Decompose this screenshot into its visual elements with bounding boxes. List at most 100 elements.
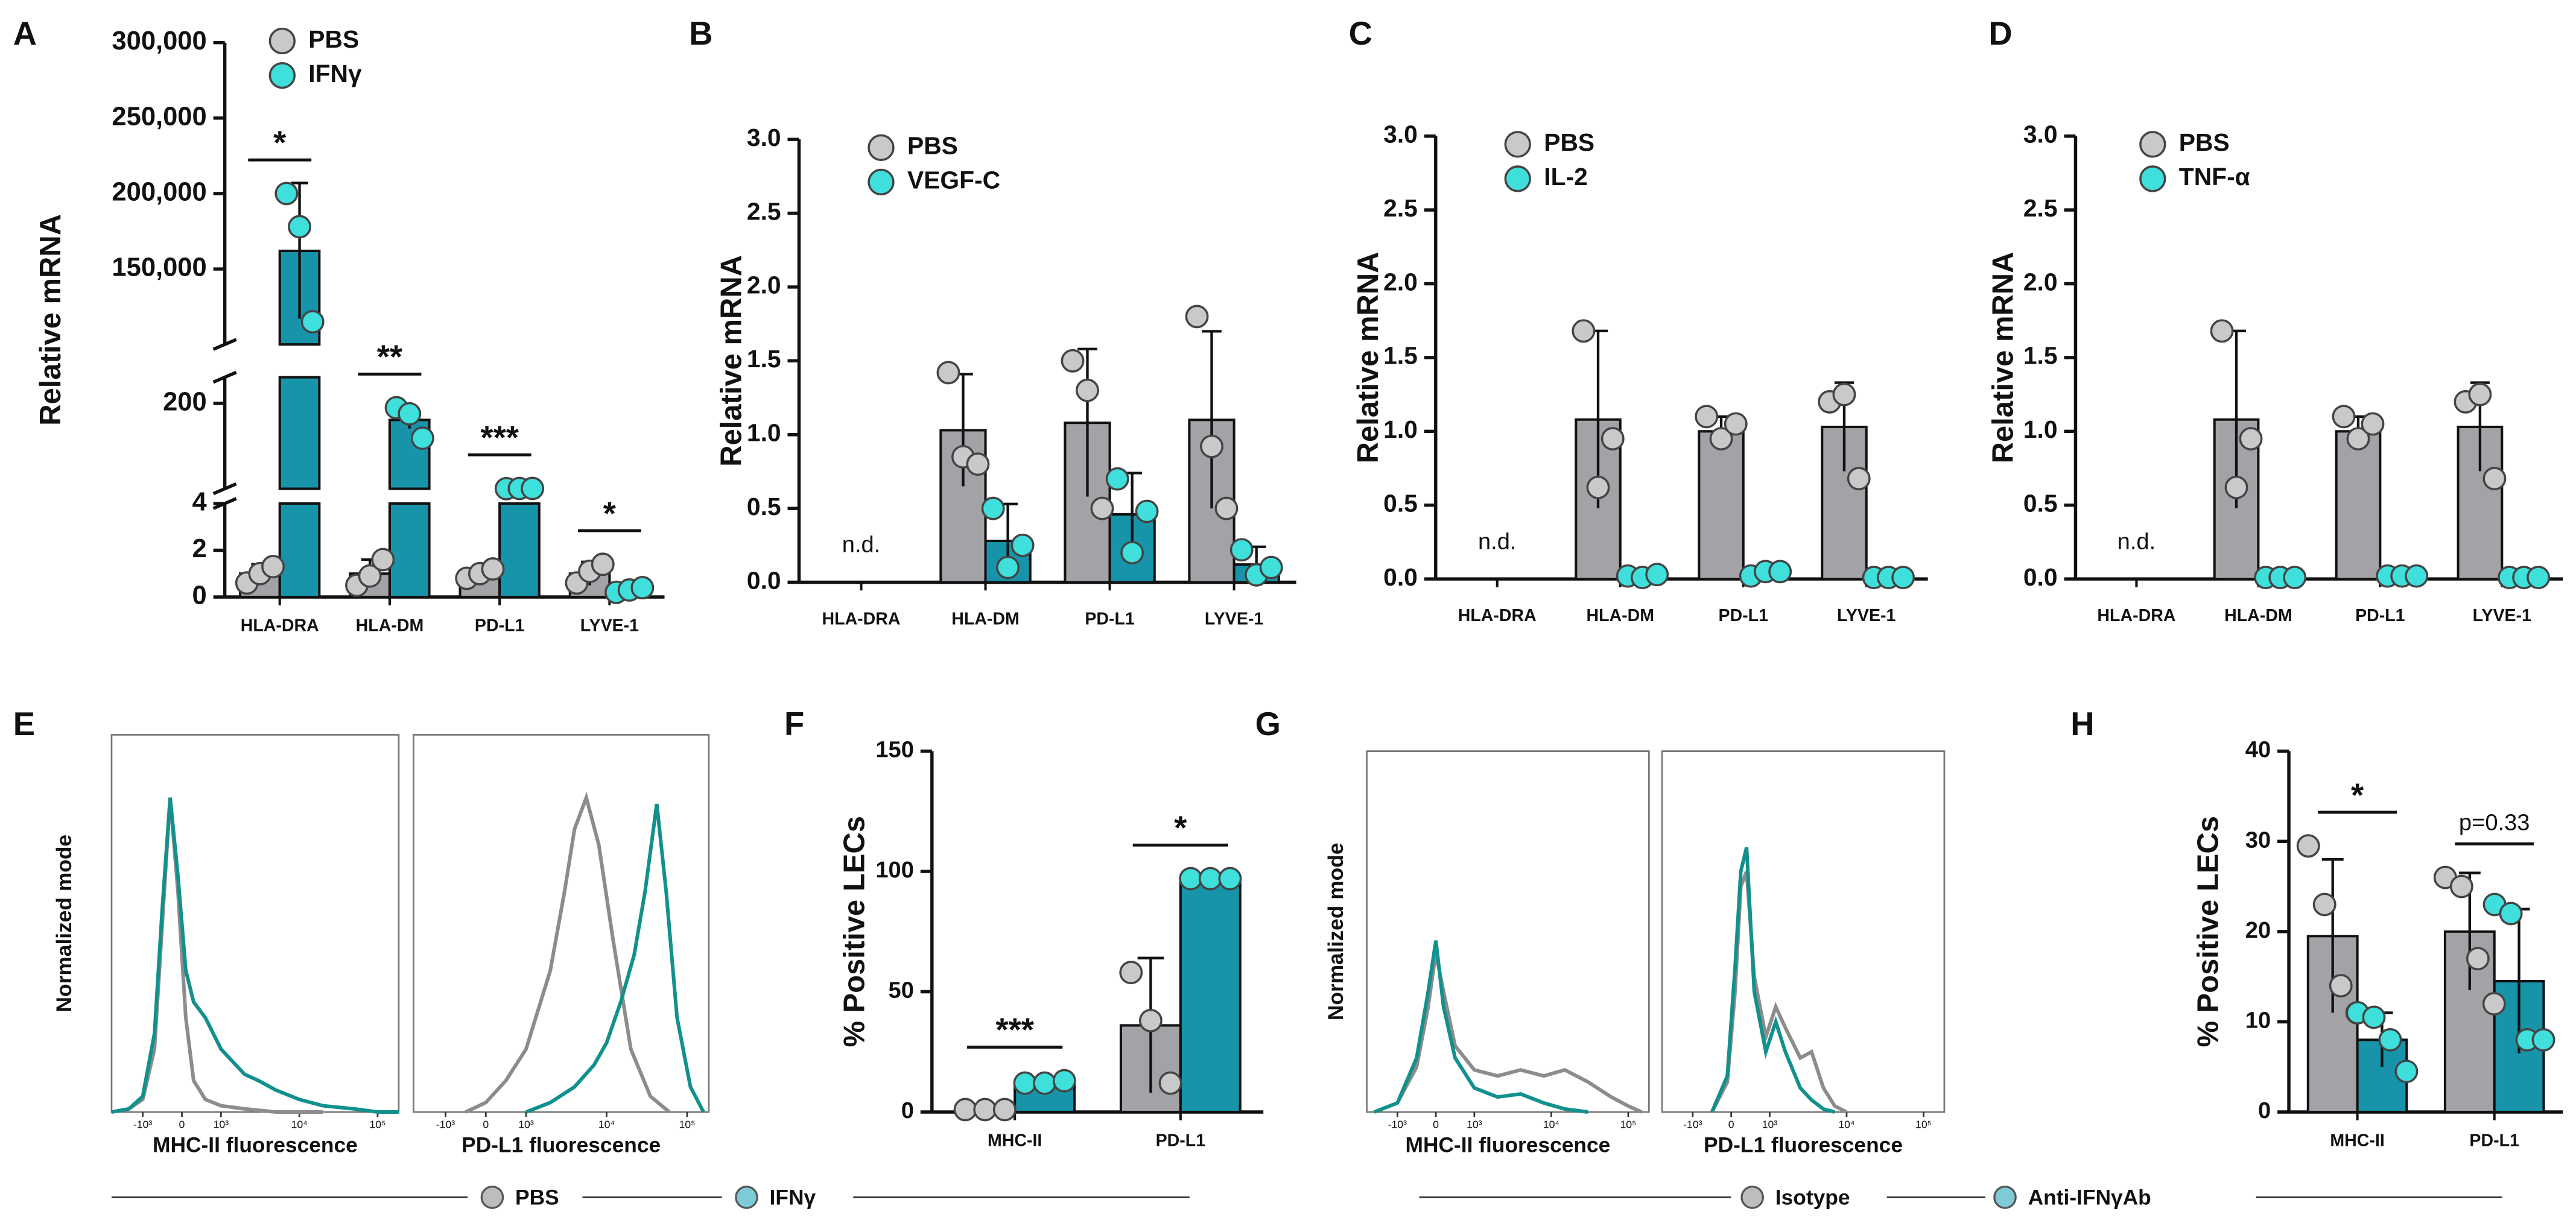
y-tick-label: 0 <box>901 1098 914 1123</box>
data-point <box>1120 541 1144 564</box>
y-tick-label: 40 <box>2245 738 2271 763</box>
bar <box>498 487 541 599</box>
histogram-curve <box>1373 952 1643 1114</box>
bar <box>1698 430 1745 581</box>
y-tick-label: 30 <box>2245 827 2271 853</box>
data-point <box>358 564 382 588</box>
data-point <box>2312 893 2336 917</box>
x-tick-label: HLA-DRA <box>822 610 901 629</box>
missing-label: n.d. <box>842 532 881 558</box>
data-point <box>2482 992 2506 1016</box>
data-point <box>936 361 960 385</box>
y-tick-label: 2.5 <box>2023 194 2058 222</box>
legend-label: PBS <box>2179 128 2230 156</box>
data-point <box>1010 533 1035 557</box>
x-tick-label: 10⁵ <box>679 1118 695 1130</box>
axis-break <box>212 497 237 510</box>
y-tick-label: 1.5 <box>1383 342 1418 370</box>
y-tick-label: 20 <box>2245 918 2271 943</box>
data-point <box>1200 434 1223 458</box>
x-tick-label: PD-L1 <box>1156 1131 1206 1150</box>
data-point <box>1119 961 1143 985</box>
data-point <box>521 476 545 501</box>
significance-label: *** <box>995 1011 1034 1048</box>
y-tick-label: 250,000 <box>112 102 206 131</box>
data-point <box>2329 974 2353 998</box>
error-bar <box>291 182 308 319</box>
panel-letter: C <box>1349 15 1372 52</box>
y-tick-label: 1.5 <box>2023 342 2058 370</box>
y-axis-label: Normalized mode <box>1324 843 1348 1021</box>
legend-label: PBS <box>515 1186 559 1209</box>
y-tick-label: 50 <box>889 978 914 1003</box>
error-bar <box>1077 347 1097 497</box>
data-point <box>1185 305 1209 329</box>
plot-frame <box>1366 750 1650 1113</box>
data-point <box>1033 1071 1057 1095</box>
data-point <box>2378 1028 2402 1052</box>
panel-letter: G <box>1255 706 1281 742</box>
x-tick-label: HLA-DM <box>2224 606 2292 625</box>
x-tick-label: 10⁴ <box>1838 1118 1854 1130</box>
y-axis-label: Relative mRNA <box>715 255 748 467</box>
bar <box>2335 430 2382 581</box>
y-tick-label: 0.5 <box>747 493 781 520</box>
data-point <box>1847 467 1871 491</box>
y-axis-label: Relative mRNA <box>34 214 67 426</box>
data-point <box>2239 427 2263 450</box>
y-tick-label: 200 <box>163 387 207 416</box>
y-tick-label: 3.0 <box>2023 121 2058 148</box>
x-axis-label: MHC-II fluorescence <box>153 1133 358 1157</box>
legend-marker <box>2139 165 2166 192</box>
x-tick-label: PD-L1 <box>1085 610 1135 629</box>
data-point <box>1891 566 1915 590</box>
legend-marker <box>868 134 895 161</box>
axis-break <box>212 482 237 496</box>
y-axis-label: Normalized mode <box>52 835 76 1013</box>
y-tick-label: 3.0 <box>747 124 781 151</box>
y-tick-label: 4 <box>192 487 206 516</box>
data-point <box>1198 867 1222 891</box>
x-tick-label: HLA-DRA <box>241 616 319 635</box>
x-tick-label: -10³ <box>1388 1118 1407 1130</box>
significance-label: *** <box>480 419 519 456</box>
x-tick-label: 0 <box>179 1118 185 1130</box>
axis-break <box>212 370 237 384</box>
data-point <box>2283 566 2307 590</box>
y-axis-label: Relative mRNA <box>1352 251 1385 463</box>
legend-label: PBS <box>308 25 359 53</box>
legend-marker <box>268 27 296 55</box>
y-tick-label: 2.0 <box>2023 268 2058 295</box>
axis-break <box>212 338 237 351</box>
significance-label: p=0.33 <box>2459 810 2530 836</box>
bar-part <box>498 502 541 599</box>
bar-part <box>278 376 321 490</box>
x-tick-label: 10⁴ <box>291 1118 308 1130</box>
significance-label: * <box>1174 809 1187 846</box>
y-tick-label: 150,000 <box>112 253 206 282</box>
panel-letter: H <box>2070 706 2094 742</box>
data-point <box>1158 1071 1182 1095</box>
data-point <box>992 1098 1017 1122</box>
y-tick-label: 0.0 <box>1383 563 1418 591</box>
data-point <box>2499 902 2523 926</box>
data-point <box>1179 867 1203 891</box>
histogram-curve <box>465 791 671 1114</box>
y-tick-label: 0.5 <box>2023 489 2058 517</box>
y-tick-label: 0 <box>2258 1098 2271 1123</box>
data-point <box>398 402 422 426</box>
data-point <box>2482 467 2507 491</box>
data-point <box>2466 947 2490 971</box>
x-tick-label: PD-L1 <box>1718 606 1768 625</box>
bar-part <box>278 502 321 599</box>
x-tick-label: 10³ <box>214 1118 229 1130</box>
legend-marker <box>1504 165 1531 192</box>
data-point <box>953 1098 977 1122</box>
data-point <box>371 548 395 572</box>
y-tick-label: 0.0 <box>747 566 781 594</box>
x-tick-label: 10³ <box>1467 1118 1482 1130</box>
y-tick-label: 1.0 <box>1383 416 1418 443</box>
legend-label: Anti-IFNγAb <box>2028 1186 2151 1209</box>
panel-letter: B <box>689 15 712 52</box>
